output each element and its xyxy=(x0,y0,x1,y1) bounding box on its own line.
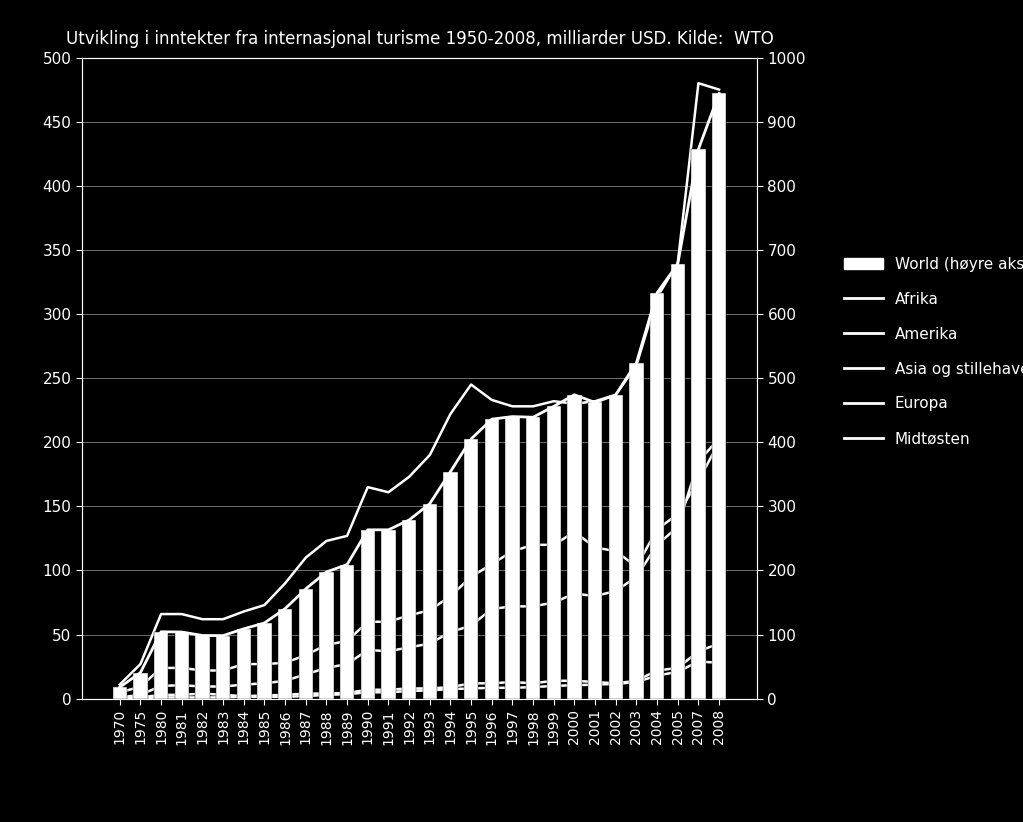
Bar xyxy=(670,264,685,699)
Bar xyxy=(505,417,520,699)
Bar xyxy=(382,530,396,699)
Bar xyxy=(195,635,210,699)
Bar xyxy=(278,608,293,699)
Bar xyxy=(175,632,189,699)
Bar xyxy=(485,419,499,699)
Bar xyxy=(692,150,706,699)
Bar xyxy=(340,565,354,699)
Bar xyxy=(360,530,375,699)
Bar xyxy=(650,293,664,699)
Bar xyxy=(567,395,582,699)
Bar xyxy=(422,504,437,699)
Bar xyxy=(133,672,147,699)
Bar xyxy=(319,572,333,699)
Bar xyxy=(463,439,479,699)
Bar xyxy=(257,623,272,699)
Bar xyxy=(443,472,457,699)
Legend: World (høyre akse), Afrika, Amerika, Asia og stillehavet, Europa, Midtøsten: World (høyre akse), Afrika, Amerika, Asi… xyxy=(832,245,1023,459)
Bar xyxy=(402,520,416,699)
Bar xyxy=(526,418,540,699)
Bar xyxy=(299,589,313,699)
Bar xyxy=(216,635,230,699)
Bar xyxy=(236,629,251,699)
Bar xyxy=(712,94,726,699)
Bar xyxy=(546,406,561,699)
Bar xyxy=(153,632,169,699)
Bar xyxy=(629,363,643,699)
Bar xyxy=(588,403,603,699)
Title: Utvikling i inntekter fra internasjonal turisme 1950-2008, milliarder USD. Kilde: Utvikling i inntekter fra internasjonal … xyxy=(65,30,773,48)
Bar xyxy=(609,395,623,699)
Bar xyxy=(113,687,127,699)
